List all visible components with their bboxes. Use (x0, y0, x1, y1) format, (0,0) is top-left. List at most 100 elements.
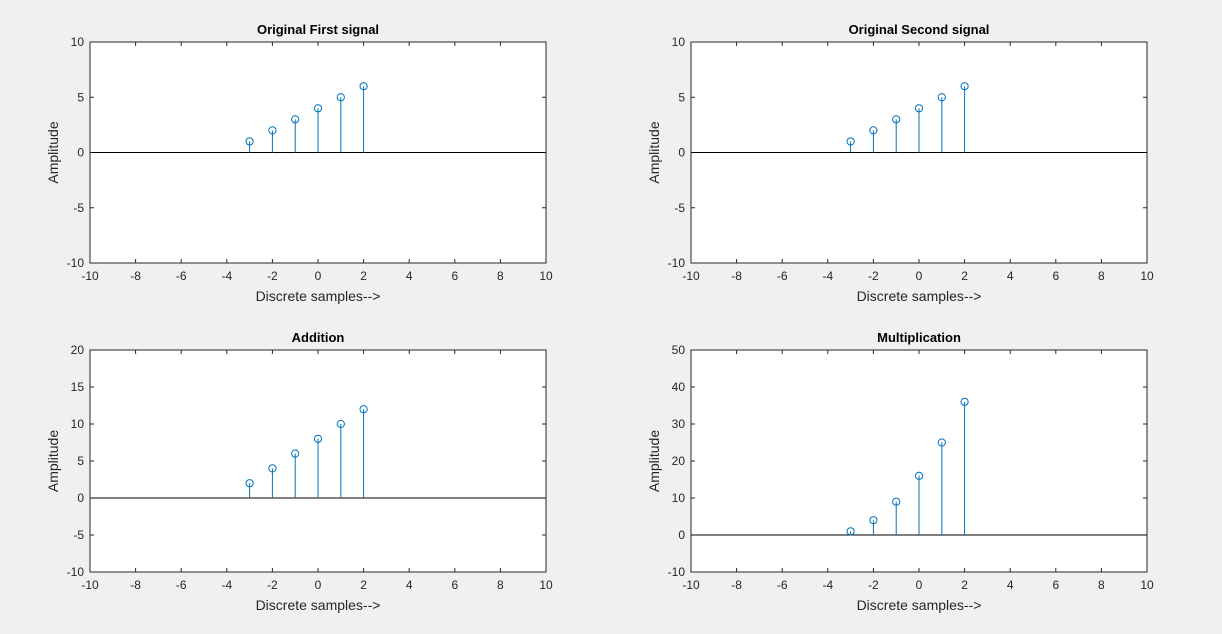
x-tick-label: 6 (451, 578, 458, 592)
x-tick-label: -2 (267, 578, 278, 592)
x-tick-label: 4 (406, 578, 413, 592)
stem-marker (313, 104, 323, 113)
stem-marker (960, 397, 969, 406)
y-tick-label: 5 (77, 90, 84, 104)
y-axis-label: Amplitude (45, 121, 61, 183)
x-tick-label: -6 (777, 269, 788, 283)
stem-marker (914, 104, 924, 113)
chart-title: Addition (292, 330, 345, 345)
y-axis-label: Amplitude (646, 430, 662, 492)
subplot-2: -10 -8 -6 -4 -2 0 2 4 6 8 10 -10 -5 0 5 10 Original Seco… (646, 22, 1154, 304)
y-tick-label: 10 (672, 491, 686, 505)
stem-marker (937, 438, 946, 447)
x-tick-label: 8 (1098, 578, 1105, 592)
x-axis-label: Discrete samples--> (857, 288, 982, 304)
x-tick-label: -6 (176, 269, 187, 283)
axes-frame (89, 349, 547, 573)
y-tick-label: 10 (71, 417, 85, 431)
x-tick-label: -4 (221, 578, 232, 592)
x-tick-label: 6 (451, 269, 458, 283)
x-tick-label: 2 (360, 269, 367, 283)
x-tick-label: 10 (539, 578, 553, 592)
x-tick-label: 8 (497, 269, 504, 283)
y-tick-label: -5 (674, 201, 685, 215)
x-tick-label: -8 (130, 269, 141, 283)
y-axis-label: Amplitude (646, 121, 662, 183)
chart-title: Original Second signal (849, 22, 990, 37)
stem-marker (892, 115, 901, 124)
y-tick-label: -10 (67, 565, 85, 579)
stem-marker (960, 82, 969, 91)
x-tick-label: 10 (1140, 269, 1154, 283)
stem-marker (869, 516, 878, 525)
axes-frame (690, 41, 1148, 264)
subplot-1: -10 -8 -6 -4 -2 0 2 4 6 8 10 -10 -5 0 5 10 Original Firs… (45, 22, 553, 304)
x-tick-label: 6 (1052, 269, 1059, 283)
stem-marker (291, 449, 300, 458)
stem-marker (268, 126, 277, 135)
x-axis-label: Discrete samples--> (256, 288, 381, 304)
chart-title: Original First signal (257, 22, 379, 37)
y-tick-label: 30 (672, 417, 686, 431)
x-tick-label: 6 (1052, 578, 1059, 592)
stem-marker (291, 115, 300, 124)
x-tick-label: 0 (916, 578, 923, 592)
y-tick-label: -10 (67, 256, 85, 270)
y-tick-label: 5 (678, 90, 685, 104)
x-tick-label: 0 (916, 269, 923, 283)
x-tick-label: 0 (315, 578, 322, 592)
y-tick-label: 50 (672, 343, 686, 357)
y-axis-label: Amplitude (45, 430, 61, 492)
y-tick-label: 5 (77, 454, 84, 468)
y-tick-label: 0 (77, 491, 84, 505)
x-tick-label: -10 (682, 578, 700, 592)
axes-frame (89, 41, 547, 264)
y-tick-label: 0 (77, 146, 84, 160)
x-tick-label: 8 (1098, 269, 1105, 283)
y-tick-label: 10 (672, 35, 686, 49)
x-tick-label: 8 (497, 578, 504, 592)
x-axis-label: Discrete samples--> (256, 597, 381, 613)
stem-marker (336, 93, 345, 102)
stem-marker (937, 93, 946, 102)
stem-marker (846, 527, 855, 536)
x-tick-label: 2 (961, 578, 968, 592)
x-tick-label: -10 (81, 269, 99, 283)
stem-marker (336, 419, 345, 429)
x-axis-label: Discrete samples--> (857, 597, 982, 613)
y-tick-label: 15 (71, 380, 85, 394)
x-tick-label: -8 (130, 578, 141, 592)
x-tick-label: 4 (1007, 269, 1014, 283)
x-tick-label: -8 (731, 269, 742, 283)
stem-marker (892, 497, 901, 506)
y-tick-label: 20 (672, 454, 686, 468)
y-tick-label: -5 (73, 528, 84, 542)
x-tick-label: -4 (221, 269, 232, 283)
x-tick-label: 4 (406, 269, 413, 283)
x-tick-label: 2 (360, 578, 367, 592)
x-tick-label: -4 (822, 578, 833, 592)
x-tick-label: -8 (731, 578, 742, 592)
x-tick-label: -6 (176, 578, 187, 592)
y-tick-label: -10 (668, 256, 686, 270)
x-tick-label: -6 (777, 578, 788, 592)
stem-marker (268, 464, 277, 473)
x-tick-label: -2 (267, 269, 278, 283)
stem-marker (245, 137, 254, 146)
x-tick-label: -4 (822, 269, 833, 283)
y-tick-label: 0 (678, 528, 685, 542)
subplot-3: -10 -8 -6 -4 -2 0 2 4 6 8 10 -10 -5 0 5 10 15 20 Addition D… (45, 330, 553, 613)
chart-title: Multiplication (877, 330, 961, 345)
x-tick-label: -2 (868, 269, 879, 283)
axes-background (691, 350, 1147, 572)
y-tick-label: -10 (668, 565, 686, 579)
y-tick-label: 10 (71, 35, 85, 49)
y-tick-label: 20 (71, 343, 85, 357)
stem-marker (869, 126, 878, 135)
stem-marker (359, 82, 368, 91)
stem-marker (245, 479, 254, 488)
x-tick-label: -10 (682, 269, 700, 283)
x-tick-label: 2 (961, 269, 968, 283)
x-tick-label: -10 (81, 578, 99, 592)
